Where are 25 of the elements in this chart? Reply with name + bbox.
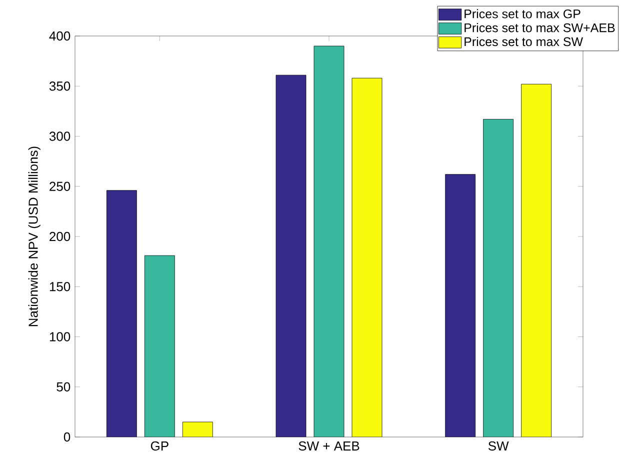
bar [445,174,476,437]
bar [182,422,213,437]
y-tick-label: 100 [50,332,70,342]
bar [521,84,552,437]
y-tick-label: 150 [50,282,70,292]
bar [352,78,382,437]
legend-label: Prices set to max SW+AEB [464,23,615,32]
x-tick-label: SW [488,441,509,451]
y-tick-label: 0 [64,432,70,442]
y-axis-title: Nationwide NPV (USD Millions) [28,146,40,326]
y-tick-label: 350 [49,82,70,91]
x-tick-label: GP [150,441,168,451]
y-tick-label: 400 [49,31,70,41]
y-tick-label: 300 [49,132,70,141]
y-tick-label: 250 [50,182,70,191]
legend-label: Prices set to max SW [464,36,584,46]
bar [106,190,137,437]
bar [483,119,514,437]
bar [314,46,344,437]
bar [276,74,306,437]
bar [144,255,175,437]
x-tick-label: SW + AEB [298,441,360,451]
legend-label: Prices set to max GP [464,9,580,18]
y-tick-label: 50 [56,382,70,392]
y-tick-label: 200 [50,232,70,242]
